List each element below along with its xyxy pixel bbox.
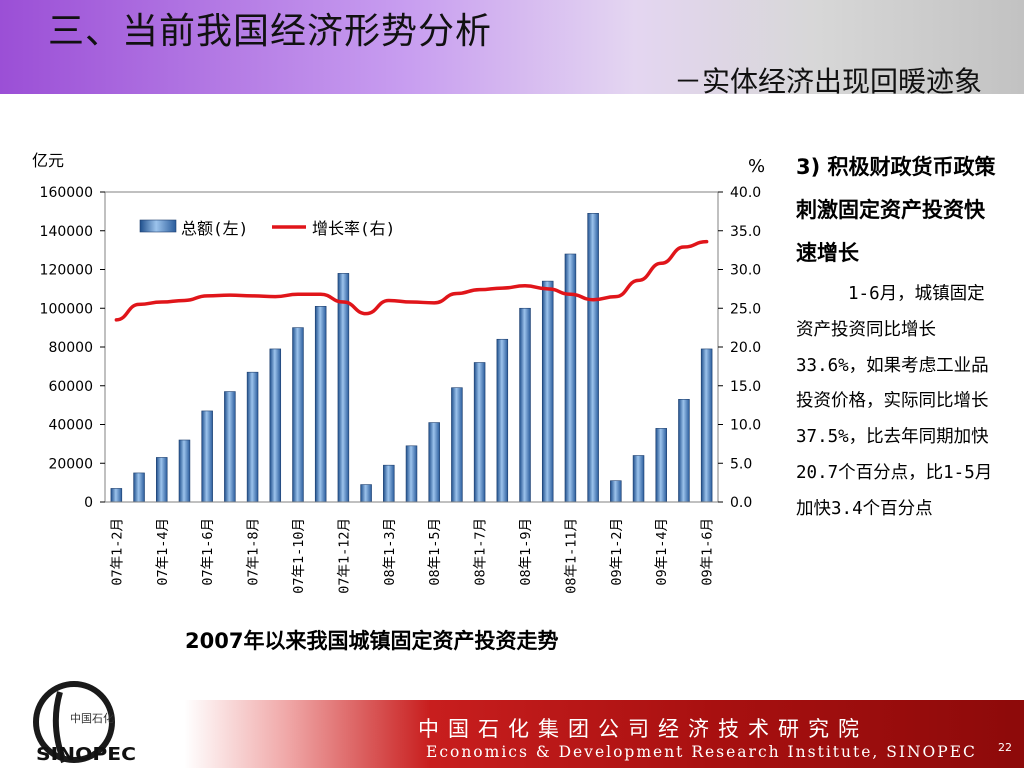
legend-label-growth: 增长率(右) (312, 219, 395, 238)
logo-cn-text: 中国石化 (70, 711, 114, 725)
y-right-tick-label: 35.0 (730, 224, 761, 240)
bar (564, 253, 577, 503)
y-right-tick-label: 20.0 (730, 340, 761, 356)
bar (655, 428, 667, 503)
bar (133, 472, 145, 503)
bar (405, 445, 418, 503)
x-tick-label: 09年1-4月 (654, 518, 670, 586)
y-axis-left-unit: 亿元 (32, 151, 64, 170)
y-right-tick-label: 25.0 (730, 301, 761, 317)
legend-label-total: 总额(左) (181, 219, 248, 238)
bar (496, 338, 509, 503)
x-tick-label: 08年1-11月 (563, 518, 579, 594)
side-body: 1-6月，城镇固定资产投资同比增长33.6%，如果考虑工业品投资价格，实际同比增… (796, 284, 993, 519)
y-left-tick-label: 0 (84, 495, 93, 511)
side-panel: 3) 积极财政货币政策刺激固定资产投资快速增长 1-6月，城镇固定资产投资同比增… (796, 146, 996, 528)
page-title: 三、当前我国经济形势分析 (48, 11, 493, 52)
chart-caption: 2007年以来我国城镇固定资产投资走势 (185, 629, 559, 653)
y-right-tick-label: 15.0 (730, 379, 761, 395)
x-tick-label: 08年1-7月 (473, 518, 489, 586)
x-tick-label: 08年1-9月 (518, 518, 534, 586)
logo-brand-text: SINOPEC (36, 744, 136, 765)
bar (383, 464, 395, 503)
y-left-tick-label: 120000 (40, 263, 93, 279)
y-right-tick-label: 40.0 (730, 185, 761, 201)
footer-banner (0, 700, 1024, 768)
x-tick-label: 07年1-6月 (200, 518, 216, 586)
page-subtitle: －实体经济出现回暖迹象 (673, 65, 982, 98)
bar (678, 399, 690, 503)
x-tick-label: 07年1-8月 (246, 518, 262, 586)
bar (292, 327, 304, 503)
bar (360, 484, 372, 503)
footer-company-en: Economics & Development Research Institu… (426, 743, 977, 761)
legend-swatch-bar (139, 219, 177, 233)
bar (428, 422, 440, 503)
y-left-tick-label: 60000 (48, 379, 93, 395)
x-tick-label: 07年1-12月 (336, 518, 352, 594)
investment-chart: 亿元 % 0 20000 40000 60000 80000 100000 120000 14… (32, 151, 765, 594)
bar (178, 439, 191, 503)
footer-company-cn: 中国石化集团公司经济技术研究院 (418, 717, 868, 741)
bar (156, 457, 168, 503)
growth-rate-line (114, 239, 709, 322)
chart-legend: 总额(左) 增长率(右) (139, 219, 395, 238)
bar (541, 280, 554, 503)
y-left-tick-label: 160000 (40, 185, 93, 201)
bar (451, 387, 463, 503)
bar (587, 213, 599, 503)
y-axis-right-unit: % (748, 156, 765, 177)
x-tick-label: 09年1-2月 (609, 518, 625, 586)
page-number: 22 (998, 741, 1012, 754)
bar (519, 307, 531, 503)
bar (337, 273, 350, 503)
y-right-tick-label: 5.0 (730, 456, 752, 472)
y-left-tick-label: 20000 (48, 456, 93, 472)
x-tick-label: 08年1-3月 (382, 518, 398, 586)
sinopec-logo: 中国石化 SINOPEC (33, 681, 136, 765)
x-tick-label: 09年1-6月 (700, 518, 716, 586)
y-left-tick-label: 100000 (40, 301, 93, 317)
x-tick-label: 07年1-2月 (109, 518, 125, 586)
bar (224, 391, 236, 503)
y-right-tick-label: 10.0 (730, 418, 761, 434)
bar (610, 480, 622, 503)
x-tick-label: 07年1-4月 (155, 518, 171, 586)
bar (314, 306, 327, 503)
bar (632, 455, 645, 503)
header-banner (0, 0, 1024, 94)
y-left-tick-label: 140000 (40, 224, 93, 240)
y-left-tick-label: 80000 (48, 340, 93, 356)
bar (201, 410, 213, 503)
bar (700, 348, 713, 503)
y-left-tick-label: 40000 (48, 418, 93, 434)
y-right-tick-label: 30.0 (730, 263, 761, 279)
bar (110, 488, 123, 503)
bar (473, 362, 486, 503)
x-tick-label: 07年1-10月 (291, 518, 307, 594)
y-right-tick-label: 0.0 (730, 495, 752, 511)
bar (246, 371, 259, 503)
bar (269, 348, 282, 503)
side-heading: 3) 积极财政货币政策刺激固定资产投资快速增长 (796, 155, 996, 265)
x-tick-label: 08年1-5月 (427, 518, 443, 586)
